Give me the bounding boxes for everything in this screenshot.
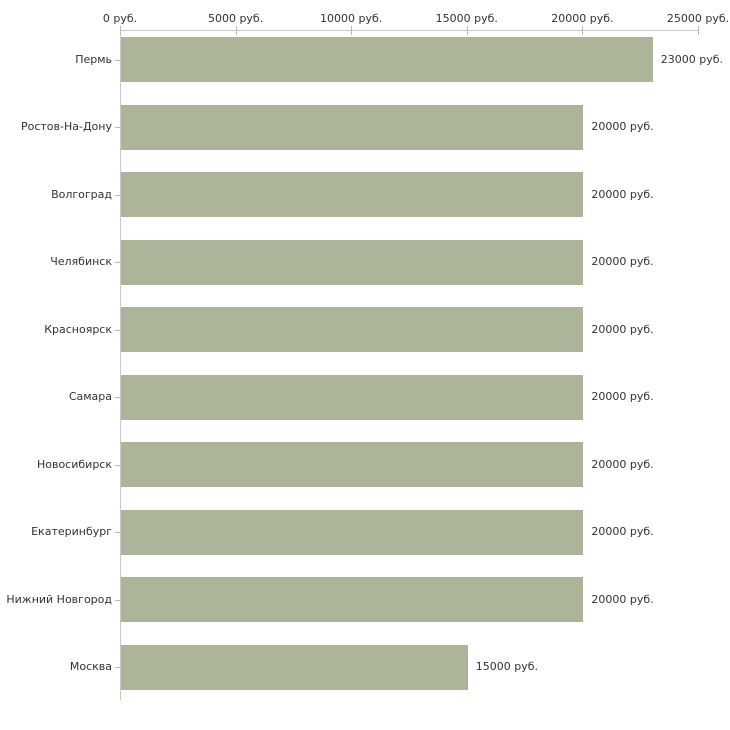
x-axis-tick-mark <box>466 26 468 35</box>
value-label: 20000 руб. <box>591 525 654 538</box>
category-label: Новосибирск <box>36 457 112 471</box>
category-tick-mark <box>115 667 120 668</box>
x-axis-tick-label: 15000 руб. <box>435 12 498 25</box>
x-axis-tick-label: 10000 руб. <box>320 12 383 25</box>
x-axis-tick-label: 20000 руб. <box>551 12 614 25</box>
bar <box>121 172 584 217</box>
category-label: Нижний Новгород <box>6 592 112 606</box>
category-label: Пермь <box>75 52 112 66</box>
value-label: 15000 руб. <box>475 660 539 673</box>
x-axis-tick-mark <box>235 26 237 35</box>
bar <box>121 239 584 285</box>
category-label: Волгоград <box>51 187 112 201</box>
x-axis-line <box>120 30 698 31</box>
category-tick-mark <box>115 532 120 533</box>
bar <box>121 307 584 352</box>
x-axis-tick-label: 25000 руб. <box>666 12 730 25</box>
value-label: 20000 руб. <box>591 322 654 336</box>
value-label: 20000 руб. <box>591 457 654 471</box>
value-label: 20000 руб. <box>591 120 654 133</box>
bar <box>121 442 584 487</box>
category-tick-mark <box>115 127 120 128</box>
category-label: Москва <box>69 660 112 673</box>
category-tick-mark <box>115 464 120 466</box>
category-label: Ростов-На-Дону <box>20 120 112 133</box>
bar <box>121 104 584 150</box>
value-label: 23000 руб. <box>660 52 724 66</box>
value-label: 20000 руб. <box>591 187 654 201</box>
category-label: Екатеринбург <box>31 525 112 538</box>
bar <box>121 577 584 622</box>
category-tick-mark <box>115 329 120 331</box>
category-tick-mark <box>115 262 120 263</box>
x-axis-tick-mark <box>351 26 353 35</box>
category-tick-mark <box>115 599 120 601</box>
x-axis-tick-label: 5000 руб. <box>207 12 264 25</box>
x-axis-tick-mark <box>582 26 584 35</box>
category-tick-mark <box>115 59 120 61</box>
bar <box>121 374 584 420</box>
value-label: 20000 руб. <box>591 255 654 268</box>
category-label: Красноярск <box>44 322 112 336</box>
bar <box>121 37 653 82</box>
x-axis-tick-mark <box>698 26 699 35</box>
category-tick-mark <box>115 397 120 398</box>
category-label: Самара <box>68 390 112 403</box>
bar <box>121 509 584 555</box>
category-tick-mark <box>115 194 120 196</box>
category-label: Челябинск <box>50 255 112 268</box>
y-axis-line <box>120 30 121 700</box>
value-label: 20000 руб. <box>591 592 654 606</box>
value-label: 20000 руб. <box>591 390 654 403</box>
bar <box>121 644 468 690</box>
x-axis-tick-label: 0 руб. <box>102 12 138 25</box>
x-axis-tick-mark <box>120 26 121 35</box>
